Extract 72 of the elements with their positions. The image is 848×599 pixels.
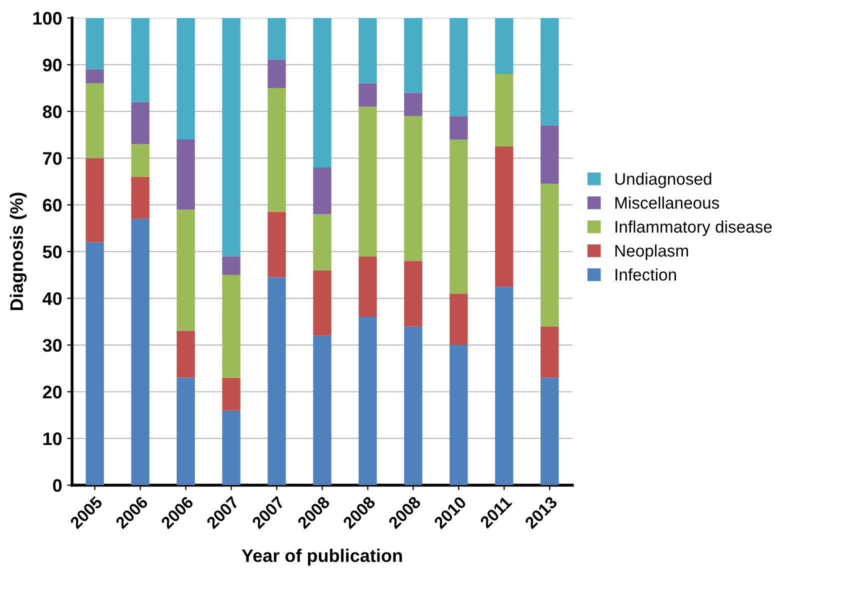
bar [540,125,559,184]
bar [450,345,468,486]
bar [540,184,559,326]
bar [268,88,286,212]
bar [313,336,332,486]
bar [86,242,104,486]
bar [495,286,514,486]
bar [450,139,468,294]
legend-label: Undiagnosed [615,172,712,188]
bar [131,218,150,486]
bar [404,92,422,116]
bar [358,18,377,84]
bar [222,274,240,378]
y-tick-label: 70 [43,152,62,165]
bar [358,256,377,317]
y-axis-title: Diagnosis (%) [10,192,27,310]
bar [268,212,286,278]
y-tick-label: 0 [53,479,62,492]
bar [131,18,150,102]
bar [222,410,240,486]
legend-label: Inflammatory disease [616,220,772,236]
bar [86,83,104,158]
bar [540,378,559,486]
bar [176,210,195,332]
bar [131,176,150,219]
bar [540,326,559,378]
y-tick-label: 10 [43,432,62,446]
bar [176,18,195,140]
bar [268,18,286,60]
bar [176,139,195,210]
bar [404,18,422,93]
bar [176,331,195,378]
bar [450,294,468,346]
bar [495,146,514,287]
legend-label: Miscellaneous [615,196,720,209]
bar [268,60,286,88]
bar [495,18,514,74]
bar [495,74,514,146]
bar [131,144,150,177]
legend-label: Neoplasm [615,244,688,260]
bar [358,106,377,256]
bar [86,18,104,70]
y-tick-label: 80 [42,105,62,118]
bar [268,277,286,486]
bar [358,316,377,486]
bar [313,270,332,336]
y-tick-label: 100 [33,12,62,25]
bar [86,158,104,242]
bar [176,378,195,486]
bar [86,69,104,84]
bar [313,167,332,214]
y-tick-label: 40 [42,292,62,306]
bar [222,378,240,410]
y-tick-label: 20 [42,386,62,398]
bar [313,214,332,270]
y-tick-label: 90 [42,58,62,72]
bar [313,18,332,168]
legend-label: Infection [616,268,676,281]
bar [404,116,422,261]
bar [222,256,240,275]
y-tick-label: 60 [42,198,62,212]
bar [450,116,468,140]
bar [131,102,150,144]
y-tick-label: 50 [42,246,62,258]
y-tick-label: 30 [42,338,62,352]
bar [450,18,468,116]
bar [404,326,422,486]
bar [222,18,240,256]
x-axis-title: Year of publication [242,548,402,566]
bar [358,83,377,107]
bar [404,260,422,326]
bar [540,18,559,126]
